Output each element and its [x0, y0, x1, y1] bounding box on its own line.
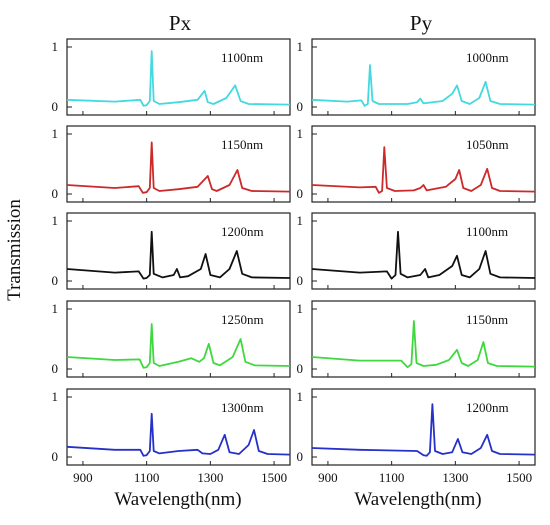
panel-label: 1150nm [221, 137, 263, 152]
y-tick-label: 0 [297, 99, 304, 114]
panel-frame [311, 212, 536, 290]
y-tick-label: 0 [52, 449, 59, 464]
series-line [311, 64, 536, 107]
x-tick-label: 1500 [261, 470, 287, 485]
panel-label: 1100nm [466, 224, 508, 239]
y-tick-label: 1 [297, 213, 304, 228]
y-tick-label: 1 [52, 389, 59, 404]
series-line [66, 323, 291, 369]
panel-label: 1200nm [466, 400, 509, 415]
y-tick-label: 0 [52, 99, 59, 114]
panel-frame [66, 300, 291, 378]
panel-frame [311, 125, 536, 203]
series-line [311, 230, 536, 280]
y-tick-label: 1 [52, 126, 59, 141]
x-axis-title-left: Wavelength(nm) [114, 489, 241, 510]
series-line [66, 412, 291, 457]
panel-label: 1050nm [466, 137, 509, 152]
column-title-py: Py [410, 11, 433, 35]
panel-label: 1200nm [221, 224, 264, 239]
panel-label: 1000nm [466, 50, 509, 65]
panel-frame [311, 300, 536, 378]
x-tick-label: 900 [73, 470, 93, 485]
panel-label: 1150nm [466, 312, 508, 327]
panel-frame [66, 125, 291, 203]
x-axis-title-right: Wavelength(nm) [354, 489, 481, 510]
x-tick-label: 1100 [379, 470, 405, 485]
y-tick-label: 0 [297, 361, 304, 376]
y-tick-label: 0 [52, 273, 59, 288]
series-line [311, 403, 536, 457]
x-tick-label: 1300 [442, 470, 468, 485]
y-tick-label: 0 [297, 449, 304, 464]
panel-frame [66, 212, 291, 290]
y-tick-label: 0 [297, 186, 304, 201]
x-tick-label: 1100 [134, 470, 160, 485]
y-tick-label: 1 [52, 301, 59, 316]
series-line [311, 146, 536, 194]
y-tick-label: 1 [52, 213, 59, 228]
series-line [66, 230, 291, 280]
y-tick-label: 1 [297, 389, 304, 404]
panel-label: 1250nm [221, 312, 264, 327]
y-tick-label: 0 [297, 273, 304, 288]
panel-label: 1300nm [221, 400, 264, 415]
panel-frame [66, 38, 291, 116]
panel-frame [311, 38, 536, 116]
series-line [311, 320, 536, 369]
x-tick-label: 1500 [506, 470, 532, 485]
panel-frame [66, 388, 291, 466]
panel-label: 1100nm [221, 50, 263, 65]
y-axis-title: Transmission [4, 199, 25, 301]
panel-frame [311, 388, 536, 466]
series-line [66, 141, 291, 194]
y-tick-label: 0 [52, 186, 59, 201]
y-tick-label: 1 [52, 39, 59, 54]
column-title-px: Px [169, 11, 192, 35]
series-line [66, 50, 291, 107]
y-tick-label: 1 [297, 126, 304, 141]
x-tick-label: 900 [318, 470, 338, 485]
x-tick-label: 1300 [197, 470, 223, 485]
y-tick-label: 1 [297, 301, 304, 316]
y-tick-label: 0 [52, 361, 59, 376]
y-tick-label: 1 [297, 39, 304, 54]
